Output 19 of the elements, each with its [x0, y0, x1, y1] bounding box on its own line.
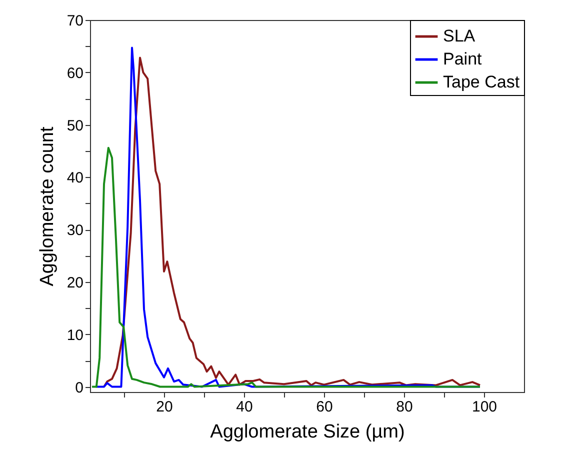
y-tick-label: 30: [66, 222, 84, 240]
legend-label: Tape Cast: [443, 72, 520, 92]
y-axis-title: Agglomerate count: [36, 126, 58, 286]
line-series: [91, 146, 481, 388]
x-tick-label: 80: [396, 398, 413, 416]
x-tick-label: 60: [316, 398, 333, 416]
x-axis-title: Agglomerate Size (µm): [210, 422, 405, 442]
y-tick-label: 0: [75, 379, 84, 396]
x-tick-label: 20: [156, 398, 173, 416]
y-tick-label: 50: [66, 117, 84, 134]
x-tick-label: 100: [472, 398, 498, 416]
y-tick-label: 60: [66, 64, 84, 82]
y-tick-label: 40: [66, 170, 84, 187]
y-tick-label: 10: [66, 326, 84, 344]
x-tick-label: 40: [236, 398, 253, 416]
legend-label: SLA: [443, 26, 476, 46]
y-tick-label: 20: [66, 274, 84, 292]
y-tick-label: 70: [66, 12, 84, 30]
legend-label: Paint: [443, 50, 482, 68]
